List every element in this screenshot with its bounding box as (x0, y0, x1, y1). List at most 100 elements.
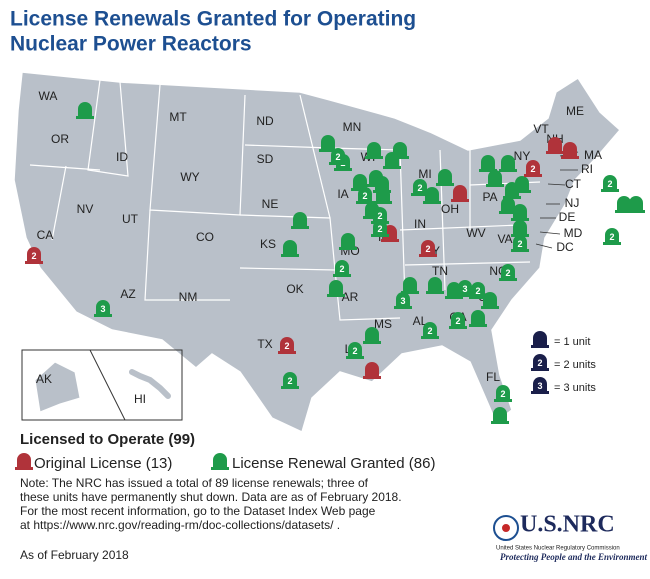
reactor-count: 2 (500, 389, 505, 399)
note-line: For the most recent information, go to t… (20, 504, 376, 518)
reactor-base (469, 324, 487, 327)
reactor-icon (531, 331, 549, 348)
reactor-count: 2 (335, 152, 340, 162)
reactor-dome (533, 354, 547, 368)
reactor-base (319, 149, 337, 152)
reactor-base (499, 211, 517, 214)
reactor-icon: 2 (421, 322, 439, 339)
reactor-icon: 3 (531, 377, 549, 394)
reactor-base (371, 234, 389, 237)
reactor-base (481, 306, 499, 309)
reactor-base (94, 314, 112, 317)
reactor-count: 2 (475, 286, 480, 296)
title: License Renewals Granted for Operating (10, 8, 416, 31)
reactor-base (363, 341, 381, 344)
state-label: SD (257, 152, 274, 166)
title: Nuclear Power Reactors (10, 33, 252, 56)
reactor-base (334, 168, 352, 171)
reactor-count: 2 (339, 264, 344, 274)
reactor-icon: 3 (94, 300, 112, 317)
state-label: CT (565, 177, 582, 191)
reactor-base (401, 291, 419, 294)
reactor-count: 2 (517, 239, 522, 249)
reactor-icon (561, 142, 579, 159)
reactor-base (486, 184, 504, 187)
reactor-count: 2 (425, 244, 430, 254)
reactor-base (491, 421, 509, 424)
hawaii (129, 369, 171, 399)
reactor-icon (481, 292, 499, 309)
reactor-count: 2 (609, 232, 614, 242)
reactor-dome (438, 169, 452, 183)
reactor-dome (329, 280, 343, 294)
reactor-dome (513, 235, 527, 249)
reactor-base (329, 162, 347, 165)
reactor-base (524, 174, 542, 177)
reactor-icon: 3 (394, 292, 412, 309)
reactor-base (333, 274, 351, 277)
reactor-base (327, 294, 345, 297)
state-label: AK (36, 372, 52, 386)
state-label: AZ (120, 287, 135, 301)
reactor-dome (533, 377, 547, 391)
reactor-base (513, 190, 531, 193)
reactor-dome (413, 179, 427, 193)
reactor-dome (348, 342, 362, 356)
reactor-base (419, 254, 437, 257)
reactor-base (469, 296, 487, 299)
reactor-dome (27, 247, 41, 261)
reactor-base (456, 294, 474, 297)
state-label: OK (286, 282, 303, 296)
reactor-base (531, 368, 549, 371)
state-label: DE (559, 210, 576, 224)
reactor-icon (546, 137, 564, 154)
reactor-count: 2 (505, 268, 510, 278)
reactor-count: 2 (362, 191, 367, 201)
reactor-base (291, 226, 309, 229)
state-label: MT (169, 110, 187, 124)
reactor-dome (501, 197, 515, 211)
reactor-icon: 2 (419, 240, 437, 257)
state-label: CA (37, 228, 54, 242)
reactor-base (281, 386, 299, 389)
reactor-icon (383, 152, 401, 169)
state-label: HI (134, 392, 146, 406)
reactor-count: 2 (607, 179, 612, 189)
reactor-icon (391, 142, 409, 159)
logo-name: U.S.NRC (520, 512, 615, 538)
reactor-icon: 2 (601, 175, 619, 192)
state-label: NJ (565, 196, 580, 210)
state-label: ME (566, 104, 584, 118)
reactor-icon: 2 (371, 220, 389, 237)
reactor-icon: 2 (346, 342, 364, 359)
reactor-icon (436, 169, 454, 186)
reactor-count: 2 (427, 326, 432, 336)
reactor-dome (376, 187, 390, 201)
unit-legend-label: = 2 units (554, 359, 596, 371)
logo-agency: United States Nuclear Regulatory Commiss… (496, 546, 620, 552)
reactor-dome (421, 240, 435, 254)
state-label: VA (497, 232, 512, 246)
reactor-dome (96, 300, 110, 314)
reactor-icon (469, 310, 487, 327)
reactor-base (499, 169, 517, 172)
reactor-dome (335, 260, 349, 274)
reactor-base (365, 156, 383, 159)
reactor-icon (363, 362, 381, 379)
reactor-icon: 2 (329, 148, 347, 165)
reactor-base (449, 326, 467, 329)
unit-legend-label: = 1 unit (554, 336, 590, 348)
state-label: MD (564, 226, 583, 240)
reactor-base (561, 156, 579, 159)
reactor-count: 2 (537, 358, 542, 368)
reactor-icon: 2 (25, 247, 43, 264)
unit-legend-label: = 3 units (554, 382, 596, 394)
state-label: NV (77, 202, 94, 216)
reactor-icon (627, 196, 645, 213)
state-label: WY (180, 170, 199, 184)
leader-line (539, 231, 561, 235)
reactor-base (615, 210, 633, 213)
state-label: NM (179, 290, 198, 304)
reactor-base (436, 183, 454, 186)
